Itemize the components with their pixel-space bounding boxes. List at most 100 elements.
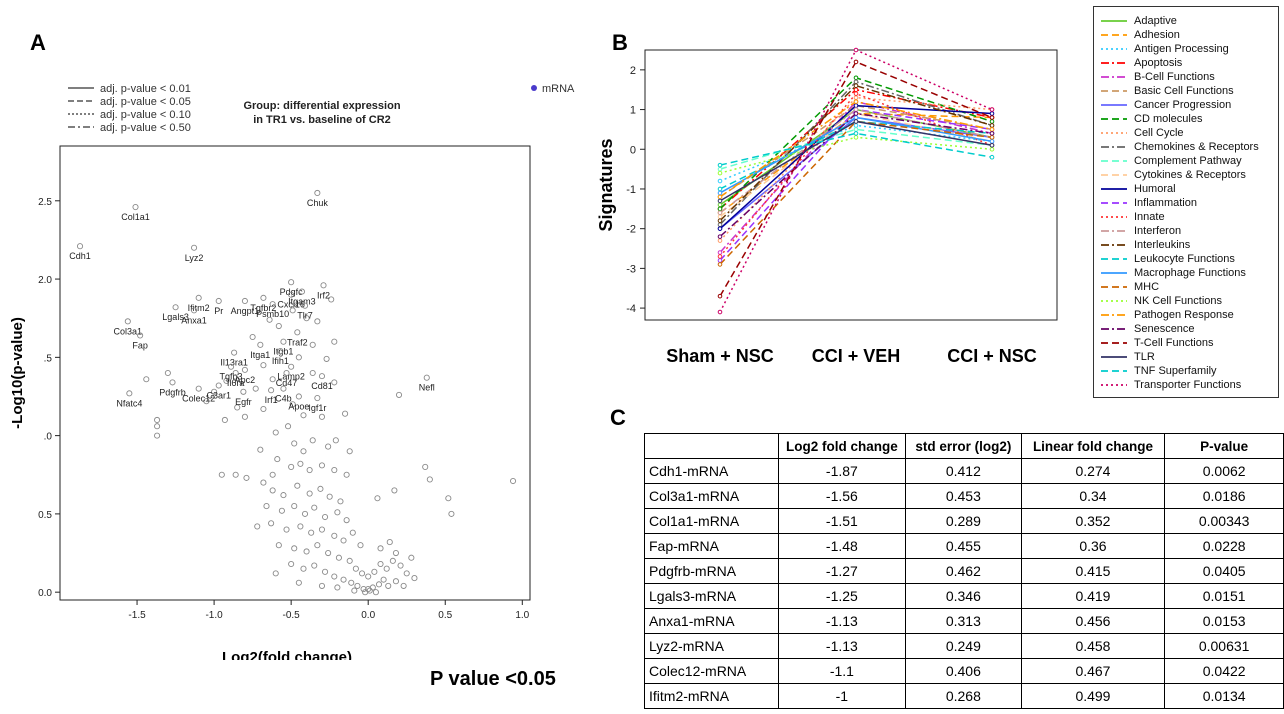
series-point	[853, 59, 859, 65]
table-cell: -1.13	[777, 608, 907, 634]
table-cell: 0.36	[1020, 533, 1166, 559]
data-point	[172, 304, 179, 311]
point-label: Cd47	[276, 378, 298, 388]
legend-swatch	[1101, 314, 1127, 316]
data-point	[309, 341, 316, 348]
series-point	[717, 218, 723, 224]
point-label: Nfatc4	[116, 398, 142, 408]
point-label: Apoe	[288, 401, 309, 411]
data-point	[280, 492, 287, 499]
legend-label: MHC	[1134, 281, 1160, 293]
point-label: Egfr	[235, 397, 252, 407]
point-label: Pdgfrb	[159, 387, 186, 397]
plot-frame	[644, 49, 1058, 321]
x-tick-label: -1.0	[205, 610, 223, 621]
series-point	[989, 119, 995, 124]
panel-b-label: B	[612, 30, 628, 55]
x-category-label: CCI + VEH	[812, 346, 901, 366]
point-label: Psmb10	[256, 309, 289, 319]
legend-item: Interferon	[1100, 224, 1181, 238]
data-point	[343, 517, 350, 524]
data-point	[303, 548, 310, 555]
stats-table: Log2 fold change std error (log2) Linear f…	[644, 433, 1284, 709]
data-point	[426, 476, 433, 483]
legend-item: Basic Cell Functions	[1100, 84, 1234, 98]
table-cell: -1.48	[777, 533, 907, 559]
data-point	[285, 423, 292, 430]
column-header: Log2 fold change	[777, 433, 907, 459]
legend-item: TNF Superfamily	[1100, 364, 1217, 378]
data-point	[191, 307, 198, 314]
data-point	[288, 291, 295, 298]
legend-label: Interferon	[1134, 225, 1182, 237]
legend-item: NK Cell Functions	[1100, 294, 1222, 308]
series-point	[717, 234, 723, 239]
data-point	[249, 333, 256, 341]
series-point	[853, 107, 859, 112]
legend-label: Complement Pathway	[1134, 155, 1242, 167]
point-label: C3ar1	[206, 391, 231, 401]
chart-title: in TR1 vs. baseline of CR2	[253, 114, 391, 126]
table-cell: 0.0134	[1164, 683, 1284, 709]
data-point	[260, 405, 267, 413]
row-gene-name: Cdh1-mRNA	[644, 458, 779, 484]
data-point	[76, 243, 84, 250]
series-point	[853, 111, 859, 116]
legend-label: Cytokines & Receptors	[1134, 169, 1246, 181]
series-point	[989, 142, 995, 148]
legend-label: Senescence	[1134, 323, 1195, 335]
row-gene-name: Colec12-mRNA	[644, 658, 779, 684]
x-tick-label: -1.5	[128, 610, 146, 621]
data-point	[408, 554, 415, 561]
series-point	[717, 186, 723, 192]
legend-swatch	[1101, 328, 1127, 330]
table-cell: 0.352	[1020, 508, 1166, 534]
data-point	[342, 410, 349, 417]
legend-label: Macrophage Functions	[1134, 267, 1246, 279]
legend-swatch	[1101, 244, 1127, 246]
legend-swatch	[1101, 356, 1127, 358]
legend-item: Adaptive	[1100, 14, 1177, 28]
data-point	[325, 549, 332, 557]
legend-label: Adaptive	[1134, 15, 1177, 27]
data-point	[308, 529, 315, 536]
series-point	[853, 119, 859, 124]
data-point	[340, 576, 347, 583]
legend-item: Inflammation	[1100, 196, 1197, 210]
data-point	[289, 401, 296, 408]
data-point	[260, 294, 267, 301]
series-point	[853, 127, 859, 132]
data-point	[288, 560, 295, 568]
legend-item: Adhesion	[1100, 28, 1180, 42]
point-label: Tgfb3	[220, 372, 243, 382]
y-tick-label: 1	[630, 105, 636, 117]
data-point	[389, 557, 396, 564]
series-point	[853, 135, 859, 140]
data-point	[269, 487, 276, 494]
point-label: Cxcl16	[277, 300, 305, 310]
legend-label: Inflammation	[1134, 197, 1197, 209]
data-point	[351, 587, 358, 594]
table-row: Cdh1-mRNA -1.87 0.412 0.274 0.0062	[644, 458, 1284, 484]
series-point	[717, 226, 723, 231]
data-point	[295, 393, 302, 400]
line-legend-label: adj. p-value < 0.01	[100, 83, 191, 95]
column-header: Linear fold change	[1020, 433, 1166, 459]
data-point	[349, 529, 356, 536]
data-point	[385, 582, 392, 589]
table-cell: 0.412	[905, 458, 1022, 484]
legend-label: Chemokines & Receptors	[1134, 141, 1259, 153]
legend-swatch	[1101, 300, 1127, 302]
legend-label: Pathogen Response	[1134, 309, 1234, 321]
data-point	[383, 565, 390, 572]
series-point	[989, 111, 995, 116]
table-cell: 0.0422	[1164, 658, 1284, 684]
data-point	[317, 485, 324, 492]
data-point	[301, 302, 309, 309]
point-label: Ifitm2	[188, 303, 210, 313]
y-axis-label: -Log10(p-value)	[9, 317, 26, 429]
table-cell: 0.289	[905, 508, 1022, 534]
legend-swatch	[1101, 48, 1127, 50]
y-tick-label: -1	[626, 184, 636, 196]
table-cell: 0.456	[1020, 608, 1166, 634]
